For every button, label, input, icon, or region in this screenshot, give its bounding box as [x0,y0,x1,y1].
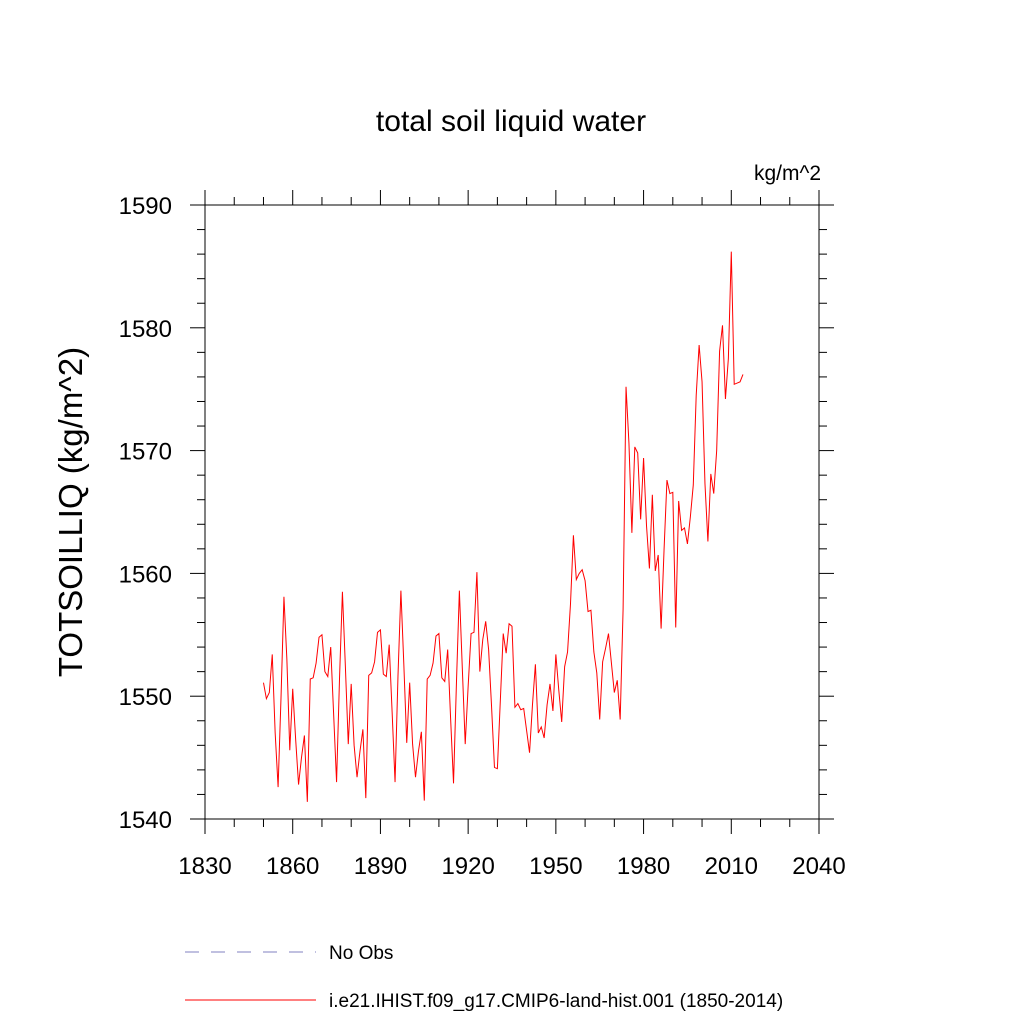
x-tick-label: 2040 [792,853,845,880]
x-tick-label: 1920 [441,853,494,880]
x-tick-label: 1980 [617,853,670,880]
plot-frame [204,204,820,820]
plot-area [262,251,744,802]
legend-label: i.e21.IHIST.f09_g17.CMIP6-land-hist.001 … [329,991,783,1012]
tick-labels: 1830 1860 1890 1920 1950 1980 2010 2040 1540 1550… [119,193,846,880]
x-tick-label: 1860 [266,853,319,880]
x-tick-label: 1950 [529,853,582,880]
chart-title: total soil liquid water [376,105,646,138]
series-line-1 [262,251,744,802]
y-tick-label: 1580 [119,316,172,343]
legend-label: No Obs [329,943,393,964]
y-tick-label: 1590 [119,193,172,220]
y-tick-label: 1550 [119,684,172,711]
x-tick-label: 1890 [354,853,407,880]
y-tick-label: 1560 [119,561,172,588]
y-tick-label: 1570 [119,439,172,466]
x-tick-label: 1830 [178,853,231,880]
legend: No Obs i.e21.IHIST.f09_g17.CMIP6-land-his… [185,943,783,1012]
axis-ticks [190,190,834,834]
x-tick-label: 2010 [705,853,758,880]
y-tick-label: 1540 [119,807,172,834]
y-axis-label: TOTSOILLIQ (kg/m^2) [52,347,89,677]
units-label: kg/m^2 [754,162,821,185]
